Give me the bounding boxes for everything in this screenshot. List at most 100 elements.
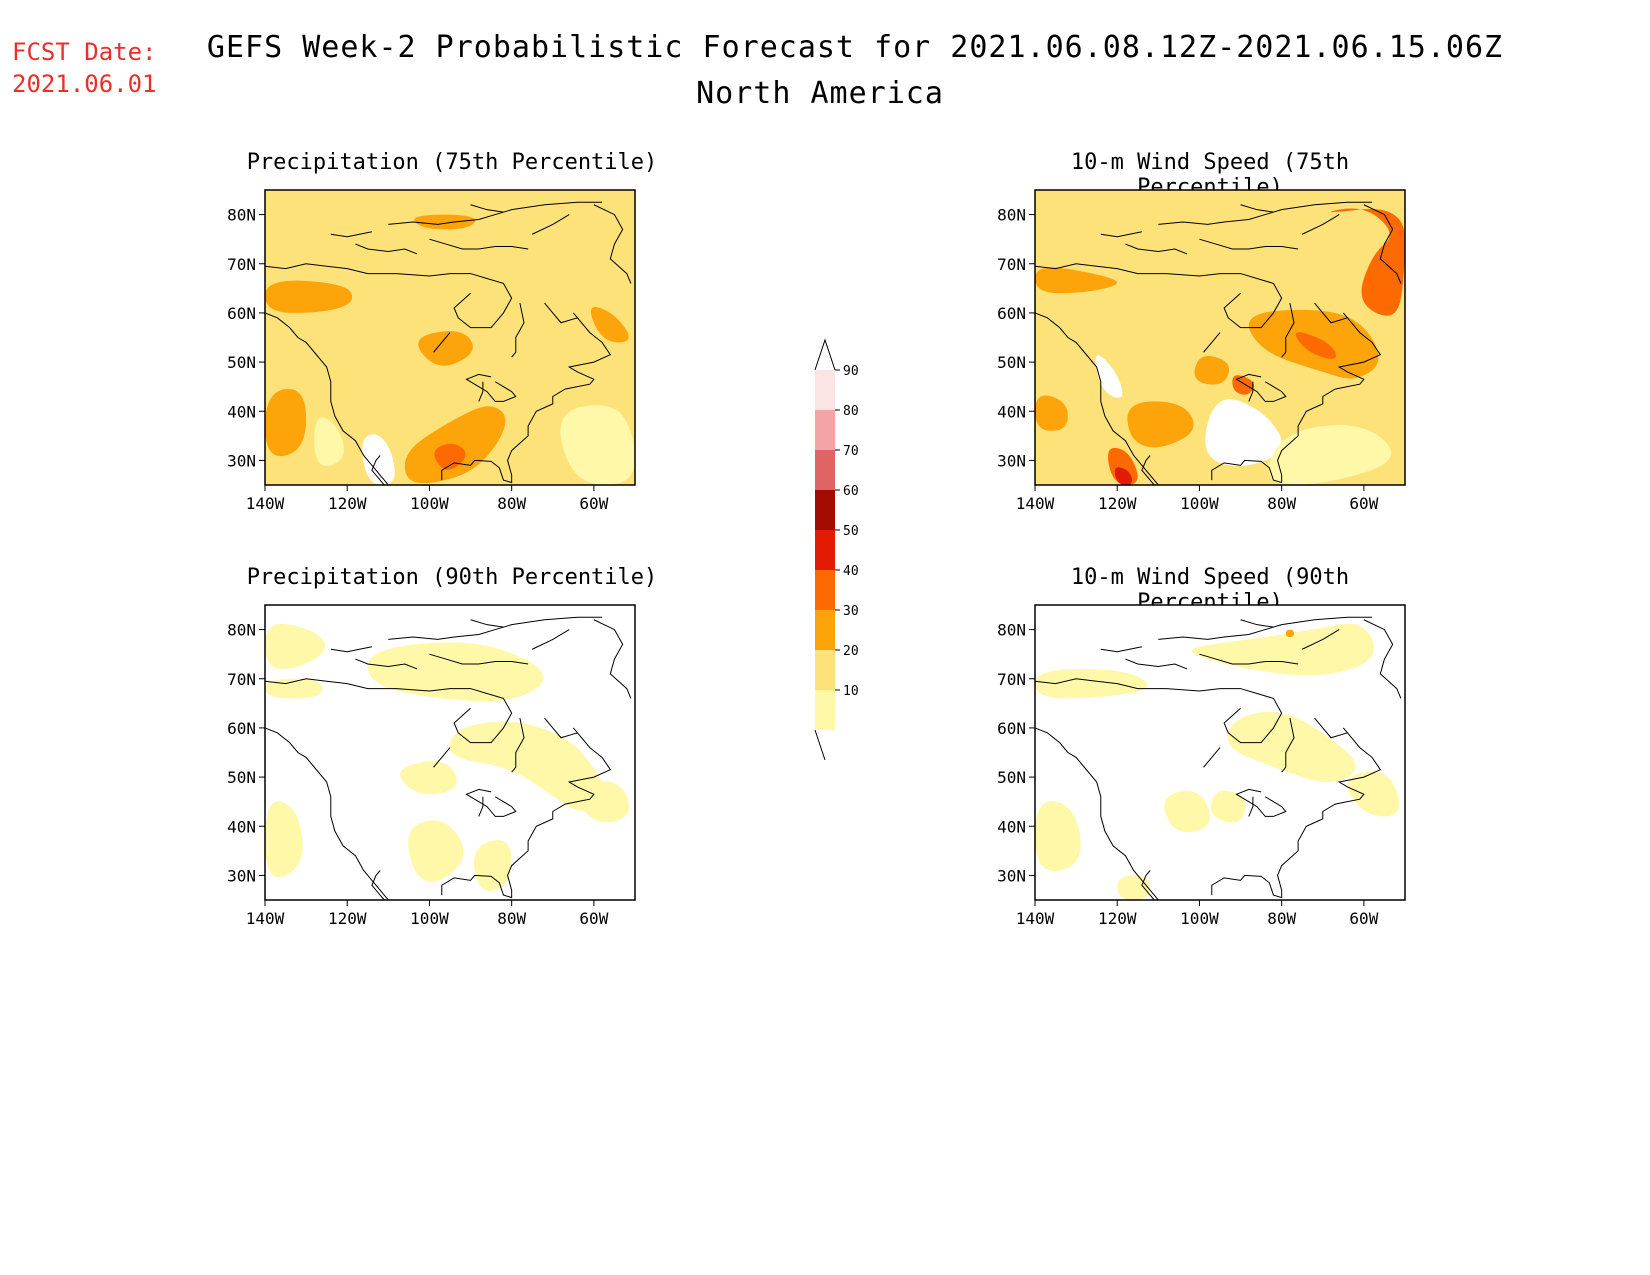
probability-contour bbox=[1330, 208, 1405, 316]
latitude-label: 80N bbox=[997, 206, 1026, 225]
colorbar-swatch bbox=[815, 690, 835, 730]
colorbar-label: 40 bbox=[843, 564, 859, 579]
probability-contour bbox=[1210, 790, 1246, 823]
probability-contour bbox=[473, 840, 512, 891]
colorbar-label: 20 bbox=[843, 644, 859, 659]
latitude-label: 80N bbox=[227, 206, 256, 225]
longitude-label: 140W bbox=[246, 909, 285, 928]
probability-contour bbox=[1164, 790, 1211, 833]
colorbar-swatch bbox=[815, 410, 835, 450]
probability-contour bbox=[367, 642, 544, 702]
probability-contour bbox=[1192, 623, 1374, 676]
latitude-label: 30N bbox=[997, 866, 1026, 885]
probability-contour bbox=[1117, 875, 1151, 900]
map-precip-90: 80N 70N 60N 50N 40N 30N 140W 120W 100W 80W 60W bbox=[227, 604, 636, 928]
colorbar-label: 70 bbox=[843, 444, 859, 459]
latitude-label: 50N bbox=[227, 768, 256, 787]
probability-contour bbox=[314, 417, 344, 467]
map-frame bbox=[264, 604, 636, 901]
latitude-label: 70N bbox=[997, 670, 1026, 689]
probability-contour bbox=[265, 623, 326, 669]
latitude-label: 40N bbox=[997, 817, 1026, 836]
latitude-label: 40N bbox=[997, 402, 1026, 421]
probability-contour bbox=[1114, 467, 1133, 485]
latitude-label: 40N bbox=[227, 817, 256, 836]
forecast-date-value: 2021.06.01 bbox=[12, 70, 157, 98]
longitude-label: 80W bbox=[497, 909, 526, 928]
latitude-label: 30N bbox=[227, 451, 256, 470]
longitude-label: 120W bbox=[1098, 494, 1137, 513]
coastlines bbox=[265, 201, 632, 485]
map-wind-75: 80N 70N 60N 50N 40N 30N 140W 120W 100W 80W 60W bbox=[997, 189, 1406, 513]
probability-contour bbox=[362, 434, 395, 485]
shading bbox=[1035, 605, 1405, 900]
colorbar-swatch bbox=[815, 490, 835, 530]
probability-contour bbox=[1194, 355, 1230, 385]
longitude-label: 60W bbox=[1349, 494, 1378, 513]
longitude-label: 80W bbox=[1267, 494, 1296, 513]
panel-title-precip-75: Precipitation (75th Percentile) bbox=[246, 150, 658, 175]
latitude-label: 80N bbox=[227, 621, 256, 640]
longitude-label: 120W bbox=[328, 909, 367, 928]
probability-contour bbox=[265, 801, 303, 878]
latitude-label: 50N bbox=[997, 768, 1026, 787]
panel-title-precip-90: Precipitation (90th Percentile) bbox=[246, 565, 658, 590]
probability-contour bbox=[265, 678, 323, 699]
longitude-label: 60W bbox=[1349, 909, 1378, 928]
latitude-label: 60N bbox=[227, 719, 256, 738]
colorbar-swatch bbox=[815, 650, 835, 690]
colorbar: 10 20 30 40 50 60 70 80 90 bbox=[814, 338, 859, 761]
probability-contour bbox=[1347, 771, 1400, 817]
probability-contour bbox=[1295, 332, 1336, 359]
longitude-label: 120W bbox=[1098, 909, 1137, 928]
latitude-label: 50N bbox=[227, 353, 256, 372]
page-subtitle: North America bbox=[696, 76, 944, 111]
colorbar-swatch bbox=[815, 610, 835, 650]
longitude-label: 140W bbox=[1016, 494, 1055, 513]
forecast-date: FCST Date: 2021.06.01 bbox=[12, 36, 157, 100]
longitude-label: 80W bbox=[1267, 909, 1296, 928]
probability-contour bbox=[1035, 668, 1148, 699]
map-wind-90: 80N 70N 60N 50N 40N 30N 140W 120W 100W 80W 60W bbox=[997, 604, 1406, 928]
latitude-label: 60N bbox=[997, 719, 1026, 738]
colorbar-label: 30 bbox=[843, 604, 859, 619]
probability-contour bbox=[1035, 395, 1068, 431]
colorbar-label: 90 bbox=[843, 364, 859, 379]
probability-contour bbox=[1268, 425, 1392, 485]
probability-contour bbox=[400, 761, 457, 795]
probability-contour bbox=[590, 307, 629, 343]
probability-contour bbox=[449, 721, 606, 812]
probability-contour bbox=[560, 405, 635, 485]
latitude-label: 70N bbox=[227, 255, 256, 274]
colorbar-label: 80 bbox=[843, 404, 859, 419]
latitude-label: 40N bbox=[227, 402, 256, 421]
probability-contour bbox=[1127, 401, 1194, 448]
coastlines bbox=[265, 616, 632, 900]
longitude-label: 140W bbox=[246, 494, 285, 513]
longitude-label: 100W bbox=[1180, 909, 1219, 928]
colorbar-swatch bbox=[815, 530, 835, 570]
latitude-label: 30N bbox=[997, 451, 1026, 470]
probability-contour bbox=[1205, 399, 1282, 467]
colorbar-label: 60 bbox=[843, 484, 859, 499]
shading bbox=[265, 605, 635, 900]
panel-title-wind-90: 10-m Wind Speed (90th Percentile) bbox=[1070, 565, 1350, 615]
latitude-label: 70N bbox=[997, 255, 1026, 274]
latitude-label: 60N bbox=[997, 304, 1026, 323]
probability-contour bbox=[577, 781, 630, 823]
latitude-label: 50N bbox=[997, 353, 1026, 372]
probability-contour bbox=[418, 331, 473, 366]
latitude-label: 80N bbox=[997, 621, 1026, 640]
latitude-label: 70N bbox=[227, 670, 256, 689]
probability-contour bbox=[1035, 801, 1081, 872]
latitude-label: 30N bbox=[227, 866, 256, 885]
map-frame bbox=[264, 189, 636, 486]
probability-contour bbox=[414, 214, 476, 230]
colorbar-label: 10 bbox=[843, 684, 859, 699]
probability-contour bbox=[408, 820, 464, 882]
probability-contour bbox=[1095, 355, 1123, 398]
probability-contour bbox=[1285, 629, 1294, 637]
shading bbox=[265, 190, 635, 485]
map-frame bbox=[1034, 189, 1406, 486]
latitude-label: 60N bbox=[227, 304, 256, 323]
